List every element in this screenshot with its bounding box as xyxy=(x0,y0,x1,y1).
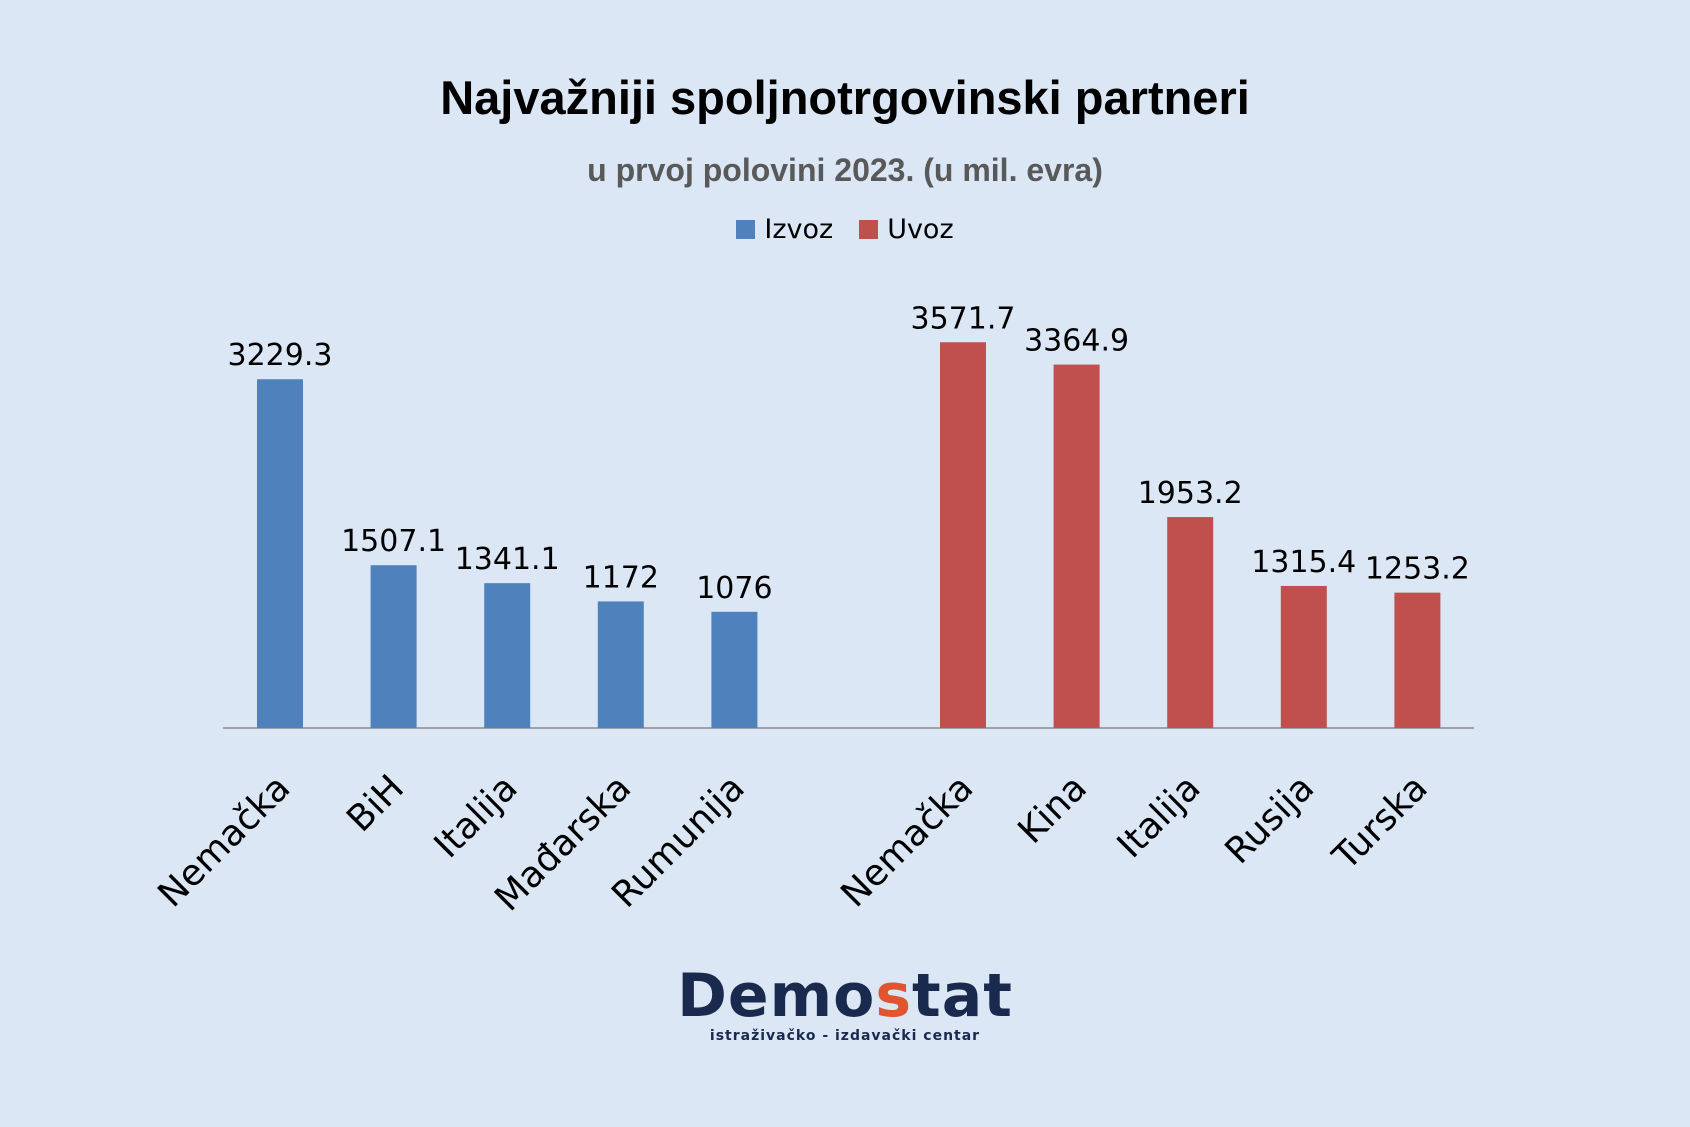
chart-title: Najvažniji spoljnotrgovinski partneri xyxy=(440,71,1250,124)
chart-subtitle: u prvoj polovini 2023. (u mil. evra) xyxy=(587,152,1103,188)
data-label-izvoz-italija: 1341.1 xyxy=(455,542,560,577)
logo-tagline: istraživačko - izdavački centar xyxy=(709,1028,981,1044)
tick-label-izvoz-italija: Italija xyxy=(427,767,526,866)
tick-label-uvoz-rusija: Rusija xyxy=(1217,767,1322,872)
legend-label-uvoz: Uvoz xyxy=(887,214,954,245)
data-label-uvoz-rusija: 1315.4 xyxy=(1251,545,1356,580)
logo-name-part1: Demo xyxy=(677,961,876,1031)
tick-label-uvoz-italija: Italija xyxy=(1110,767,1209,866)
legend-label-izvoz: Izvoz xyxy=(764,214,834,245)
logo-wordmark: Demostat xyxy=(0,966,1690,1026)
tick-label-uvoz-turska: Turska xyxy=(1325,767,1436,878)
logo-name-part2: tat xyxy=(912,961,1013,1031)
legend-swatch-uvoz xyxy=(859,220,879,239)
tick-label-izvoz-nemacka: Nemačka xyxy=(150,767,298,915)
tick-label-izvoz-bih: BiH xyxy=(339,767,412,840)
bar-izvoz-bih xyxy=(370,565,417,728)
data-label-izvoz-madarska: 1172 xyxy=(583,560,659,595)
bar-izvoz-nemacka xyxy=(257,379,303,728)
data-label-uvoz-turska: 1253.2 xyxy=(1365,552,1470,587)
data-label-uvoz-kina: 3364.9 xyxy=(1024,324,1129,359)
data-label-uvoz-italija: 1953.2 xyxy=(1138,476,1243,511)
data-label-izvoz-nemacka: 3229.3 xyxy=(228,338,333,373)
data-label-uvoz-nemacka: 3571.7 xyxy=(911,301,1016,336)
bar-izvoz-madarska xyxy=(597,601,644,728)
bar-izvoz-rumunija xyxy=(711,611,758,728)
bar-izvoz-italija xyxy=(484,583,531,728)
logo-name-accent: s xyxy=(875,961,913,1031)
legend-item-izvoz: Izvoz xyxy=(736,214,833,245)
legend-swatch-izvoz xyxy=(736,220,756,239)
data-label-izvoz-bih: 1507.1 xyxy=(341,524,446,559)
tick-label-uvoz-nemacka: Nemačka xyxy=(833,767,981,915)
bar-uvoz-kina xyxy=(1053,364,1100,728)
bar-uvoz-nemacka xyxy=(940,342,986,728)
bar-uvoz-rusija xyxy=(1280,585,1327,728)
bar-uvoz-italija xyxy=(1167,517,1214,728)
demostat-logo: Demostat istraživačko - izdavački centar xyxy=(0,966,1690,1044)
chart-legend: Izvoz Uvoz xyxy=(0,214,1690,245)
bar-uvoz-turska xyxy=(1394,592,1441,728)
legend-item-uvoz: Uvoz xyxy=(859,214,954,245)
tick-label-uvoz-kina: Kina xyxy=(1010,767,1094,851)
data-label-izvoz-rumunija: 1076 xyxy=(696,571,772,606)
